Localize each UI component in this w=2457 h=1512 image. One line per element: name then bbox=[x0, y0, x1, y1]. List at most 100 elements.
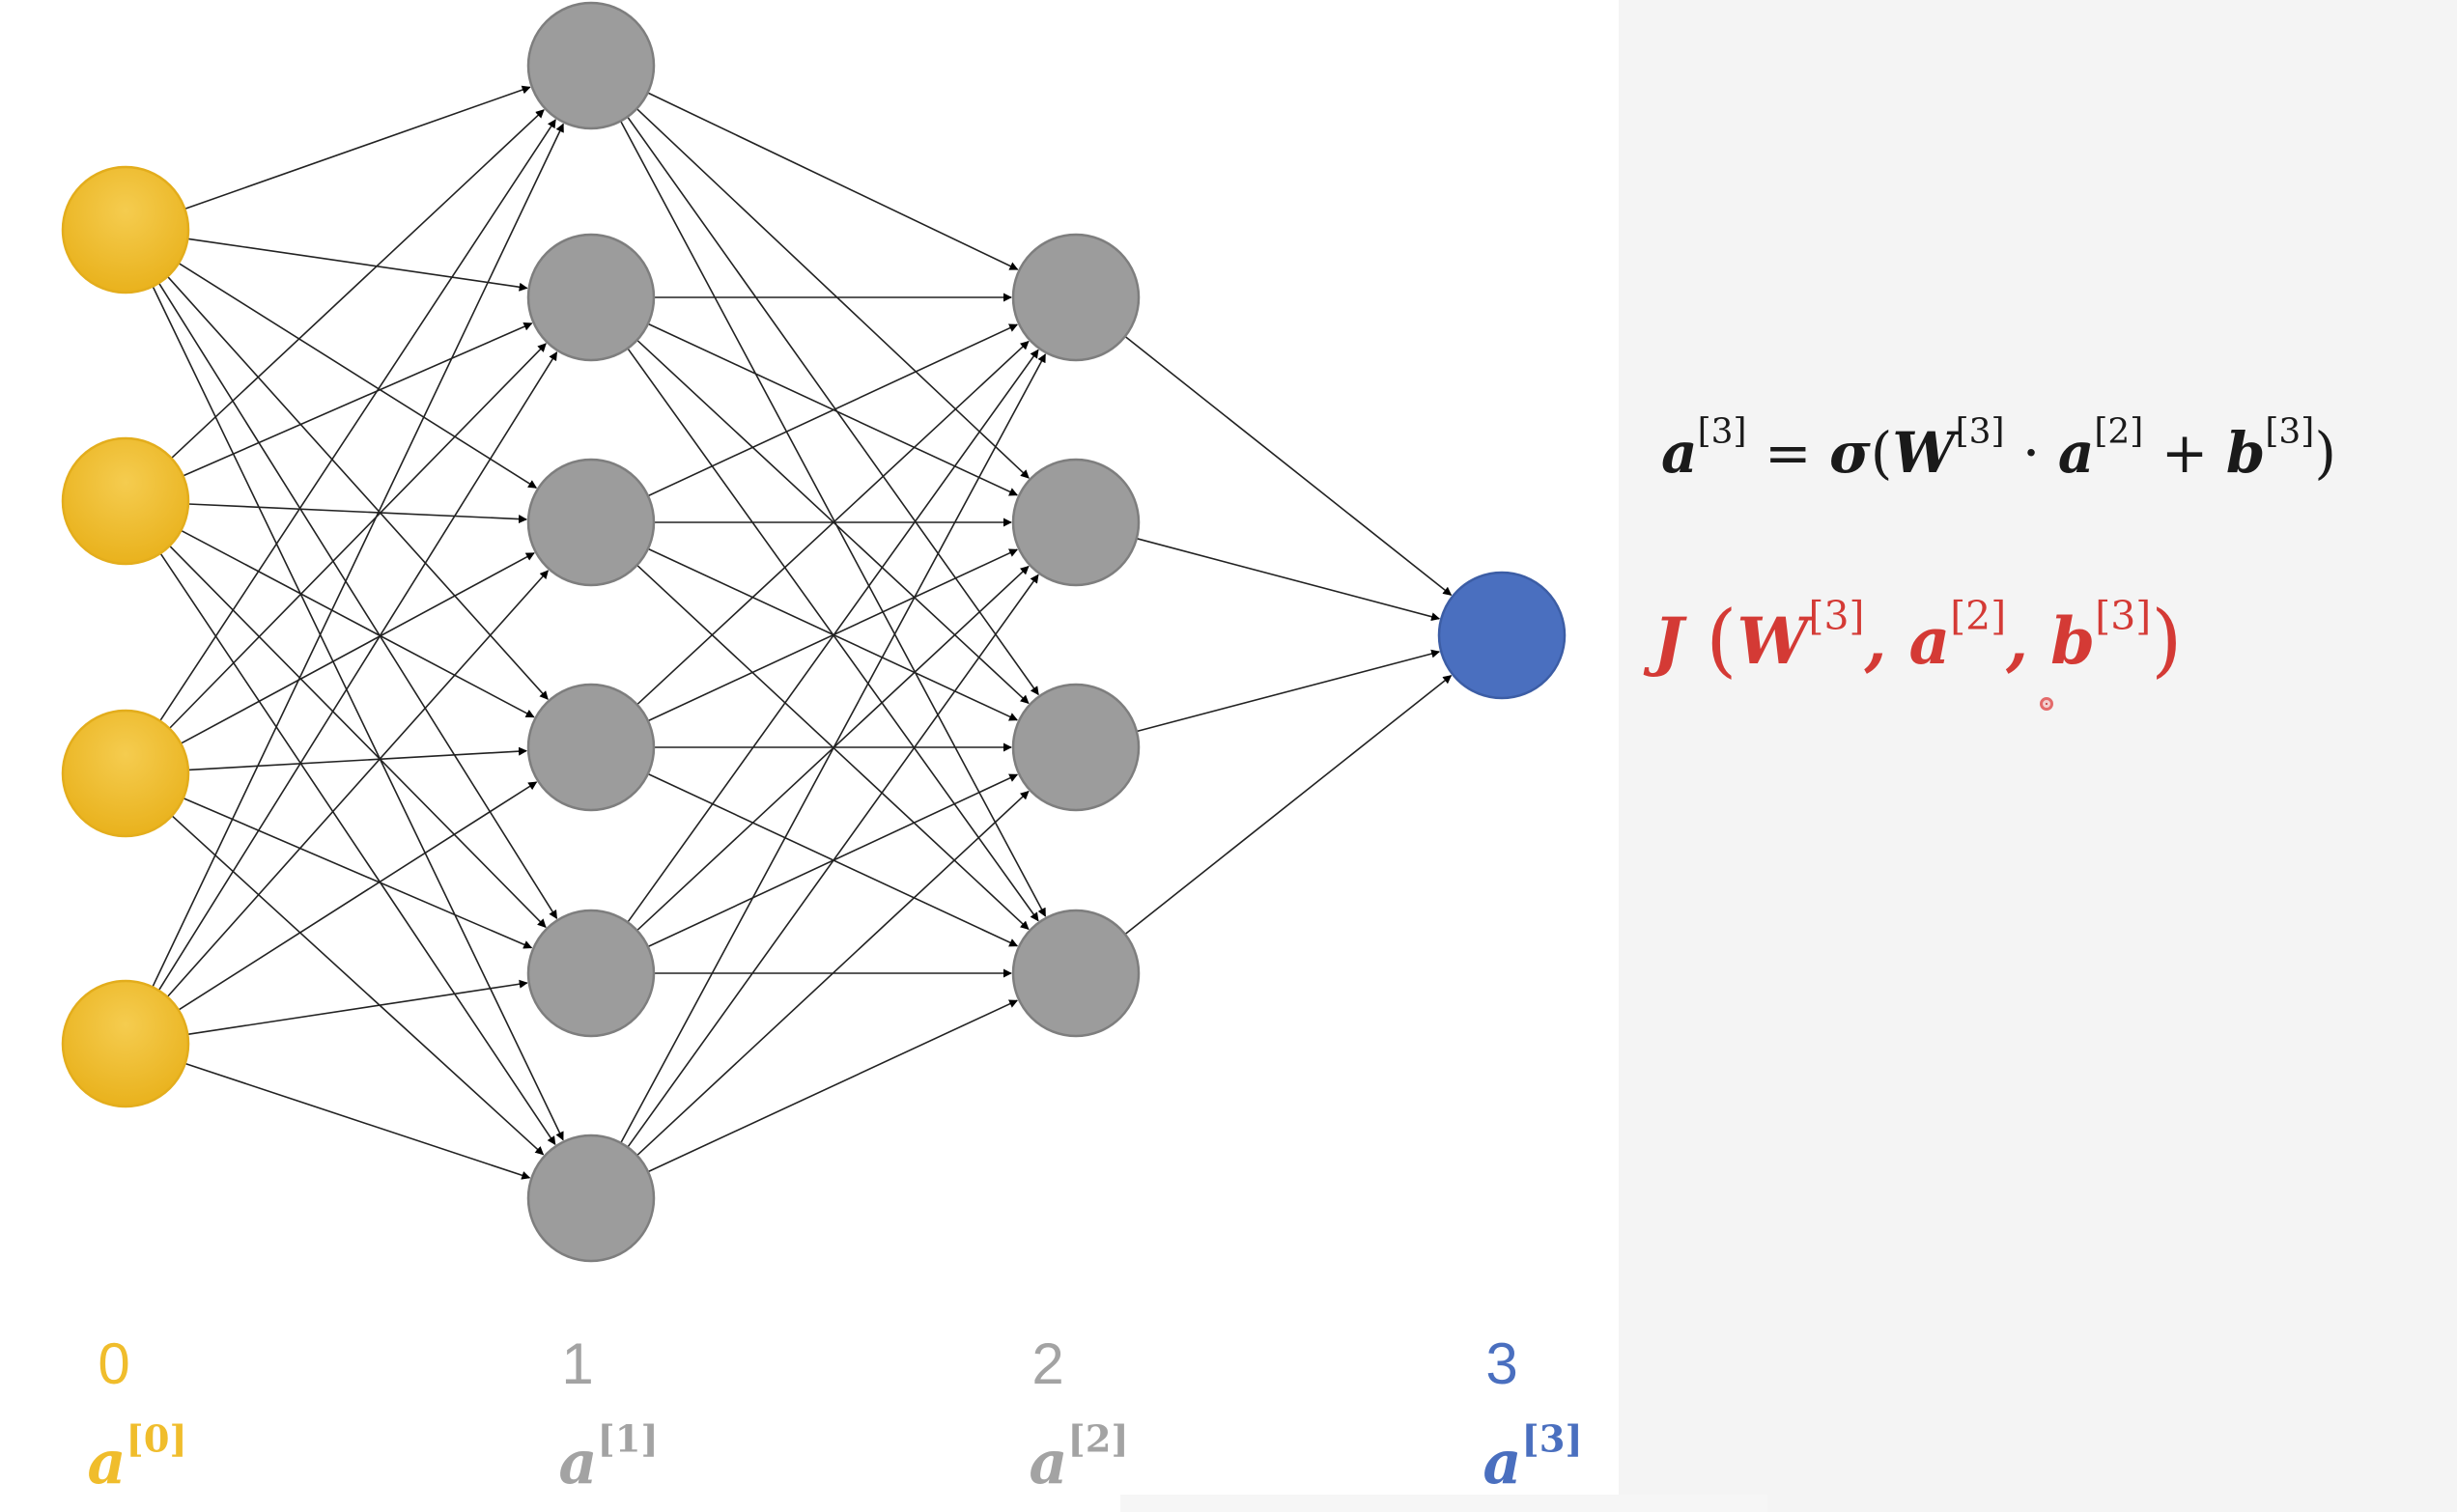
eq2-comma1: , bbox=[1864, 602, 1909, 679]
eq1-b: b bbox=[2225, 420, 2266, 486]
layer-activation-sup-0: [0] bbox=[126, 1417, 187, 1462]
eq1-a-sup: [3] bbox=[1697, 411, 1747, 452]
edge-l1-5-to-l2-1 bbox=[627, 574, 1039, 1148]
eq2-a-sup: [2] bbox=[1950, 593, 2007, 640]
neuron-layer1-2 bbox=[526, 458, 656, 587]
edge-l2-0-to-l3-0 bbox=[1124, 335, 1453, 596]
eq2-W-sup: [3] bbox=[1808, 593, 1865, 640]
edge-l0-1-to-l1-1 bbox=[183, 322, 533, 477]
neuron-layer1-0 bbox=[526, 1, 656, 130]
neuron-layer1-3 bbox=[526, 683, 656, 812]
edge-l0-3-to-l1-1 bbox=[157, 351, 558, 992]
eq2-W: W bbox=[1737, 602, 1809, 679]
edge-l0-1-to-l1-4 bbox=[169, 545, 547, 928]
edge-l1-2-to-l2-0 bbox=[647, 323, 1019, 497]
layer-activation-label-0: a[0] bbox=[87, 1421, 186, 1498]
layer-activation-label-3: a[3] bbox=[1483, 1421, 1582, 1498]
layer-index-2: 2 bbox=[1031, 1331, 1064, 1396]
eq2-open: ( bbox=[1706, 594, 1737, 686]
edge-l0-3-to-l1-0 bbox=[152, 123, 564, 988]
edge-l1-4-to-l2-0 bbox=[627, 349, 1039, 923]
layer-activation-label-1: a[1] bbox=[558, 1421, 658, 1498]
layer-index-3: 3 bbox=[1485, 1331, 1518, 1396]
layer-activation-base-2: a bbox=[1029, 1427, 1068, 1498]
layer-activation-base-0: a bbox=[87, 1427, 127, 1498]
equation-panel bbox=[1619, 0, 2457, 1512]
eq1-W: W bbox=[1892, 420, 1956, 486]
eq1-b-sup: [3] bbox=[2265, 411, 2315, 452]
edge-l1-3-to-l2-1 bbox=[647, 548, 1019, 722]
edge-l0-3-to-l1-2 bbox=[166, 570, 549, 998]
eq2-b-sup: [3] bbox=[2095, 593, 2152, 640]
eq1-plus: + bbox=[2143, 420, 2226, 486]
eq1-a2: a bbox=[2057, 420, 2095, 486]
eq1-close: ) bbox=[2314, 420, 2336, 486]
neuron-layer2-0 bbox=[1011, 233, 1141, 362]
edge-l0-0-to-l1-3 bbox=[166, 275, 549, 700]
edge-l1-0-to-l2-0 bbox=[647, 92, 1019, 270]
layer-activation-sup-2: [2] bbox=[1067, 1417, 1129, 1462]
edge-l1-3-to-l2-0 bbox=[636, 340, 1030, 706]
layer-activation-sup-1: [1] bbox=[597, 1417, 659, 1462]
edge-l0-3-to-l1-5 bbox=[184, 1062, 531, 1180]
cursor-indicator-icon bbox=[2040, 697, 2053, 711]
activation-equation: a[3] = σ(W[3] · a[2] + b[3]) bbox=[1661, 414, 2336, 486]
layer-activation-sup-3: [3] bbox=[1521, 1417, 1583, 1462]
edge-l1-0-to-l2-1 bbox=[635, 108, 1030, 479]
edge-l1-5-to-l2-2 bbox=[636, 790, 1030, 1157]
edge-l1-5-to-l2-3 bbox=[647, 999, 1019, 1173]
edge-l2-3-to-l3-0 bbox=[1124, 675, 1453, 936]
edge-l0-1-to-l1-5 bbox=[159, 552, 556, 1146]
edge-l0-2-to-l1-3 bbox=[187, 746, 527, 771]
neuron-layer0-2 bbox=[61, 709, 190, 838]
eq1-sigma: σ bbox=[1829, 420, 1871, 486]
eq2-a: a bbox=[1908, 602, 1951, 679]
edge-l1-0-to-l2-3 bbox=[619, 120, 1047, 917]
neuron-layer1-1 bbox=[526, 233, 656, 362]
neuron-nodes bbox=[61, 1, 1567, 1263]
edge-l0-0-to-l1-4 bbox=[157, 282, 558, 919]
eq1-equals: = bbox=[1746, 420, 1830, 486]
edge-l0-3-to-l1-4 bbox=[187, 979, 528, 1036]
edge-l0-1-to-l1-2 bbox=[187, 503, 527, 524]
neuron-layer2-2 bbox=[1011, 683, 1141, 812]
layer-index-1: 1 bbox=[561, 1331, 594, 1396]
edge-l0-2-to-l1-5 bbox=[171, 815, 545, 1156]
eq1-a: a bbox=[1661, 420, 1698, 486]
eq1-a2-sup: [2] bbox=[2094, 411, 2144, 452]
layer-index-0: 0 bbox=[98, 1331, 130, 1396]
edge-l0-2-to-l1-0 bbox=[159, 119, 556, 722]
edge-l0-0-to-l1-0 bbox=[184, 85, 531, 210]
edge-l0-0-to-l1-5 bbox=[152, 286, 564, 1141]
neuron-layer1-5 bbox=[526, 1134, 656, 1263]
eq2-close: ) bbox=[2151, 594, 2183, 686]
neuron-layer3-0 bbox=[1437, 571, 1567, 700]
edge-l0-2-to-l1-4 bbox=[183, 797, 533, 949]
edge-l0-0-to-l1-1 bbox=[187, 238, 528, 292]
layer-activation-base-1: a bbox=[558, 1427, 598, 1498]
eq2-J: J bbox=[1653, 602, 1684, 679]
edge-l0-2-to-l1-1 bbox=[168, 343, 547, 730]
eq2-b: b bbox=[2050, 602, 2096, 679]
edge-l1-5-to-l2-0 bbox=[620, 353, 1047, 1144]
edge-l0-1-to-l1-3 bbox=[181, 529, 535, 718]
neuron-layer2-1 bbox=[1011, 458, 1141, 587]
neuron-layer1-4 bbox=[526, 909, 656, 1038]
eq2-comma2: , bbox=[2006, 602, 2051, 679]
eq1-W-sup: [3] bbox=[1955, 411, 2005, 452]
video-progress-strip bbox=[1120, 1495, 1767, 1512]
edge-l2-1-to-l3-0 bbox=[1136, 537, 1441, 622]
edge-l0-3-to-l1-3 bbox=[178, 781, 538, 1011]
connection-edges bbox=[152, 85, 1453, 1180]
layer-activation-base-3: a bbox=[1483, 1427, 1522, 1498]
edge-l0-2-to-l1-2 bbox=[180, 552, 535, 744]
layer-activation-label-2: a[2] bbox=[1029, 1421, 1128, 1498]
edge-l2-2-to-l3-0 bbox=[1136, 649, 1441, 733]
edge-l0-0-to-l1-2 bbox=[178, 262, 538, 489]
neuron-layer0-0 bbox=[61, 165, 190, 294]
neuron-layer0-1 bbox=[61, 436, 190, 566]
edge-l1-0-to-l2-2 bbox=[627, 116, 1039, 696]
eq1-open: ( bbox=[1870, 420, 1893, 486]
neuron-layer0-3 bbox=[61, 979, 190, 1108]
